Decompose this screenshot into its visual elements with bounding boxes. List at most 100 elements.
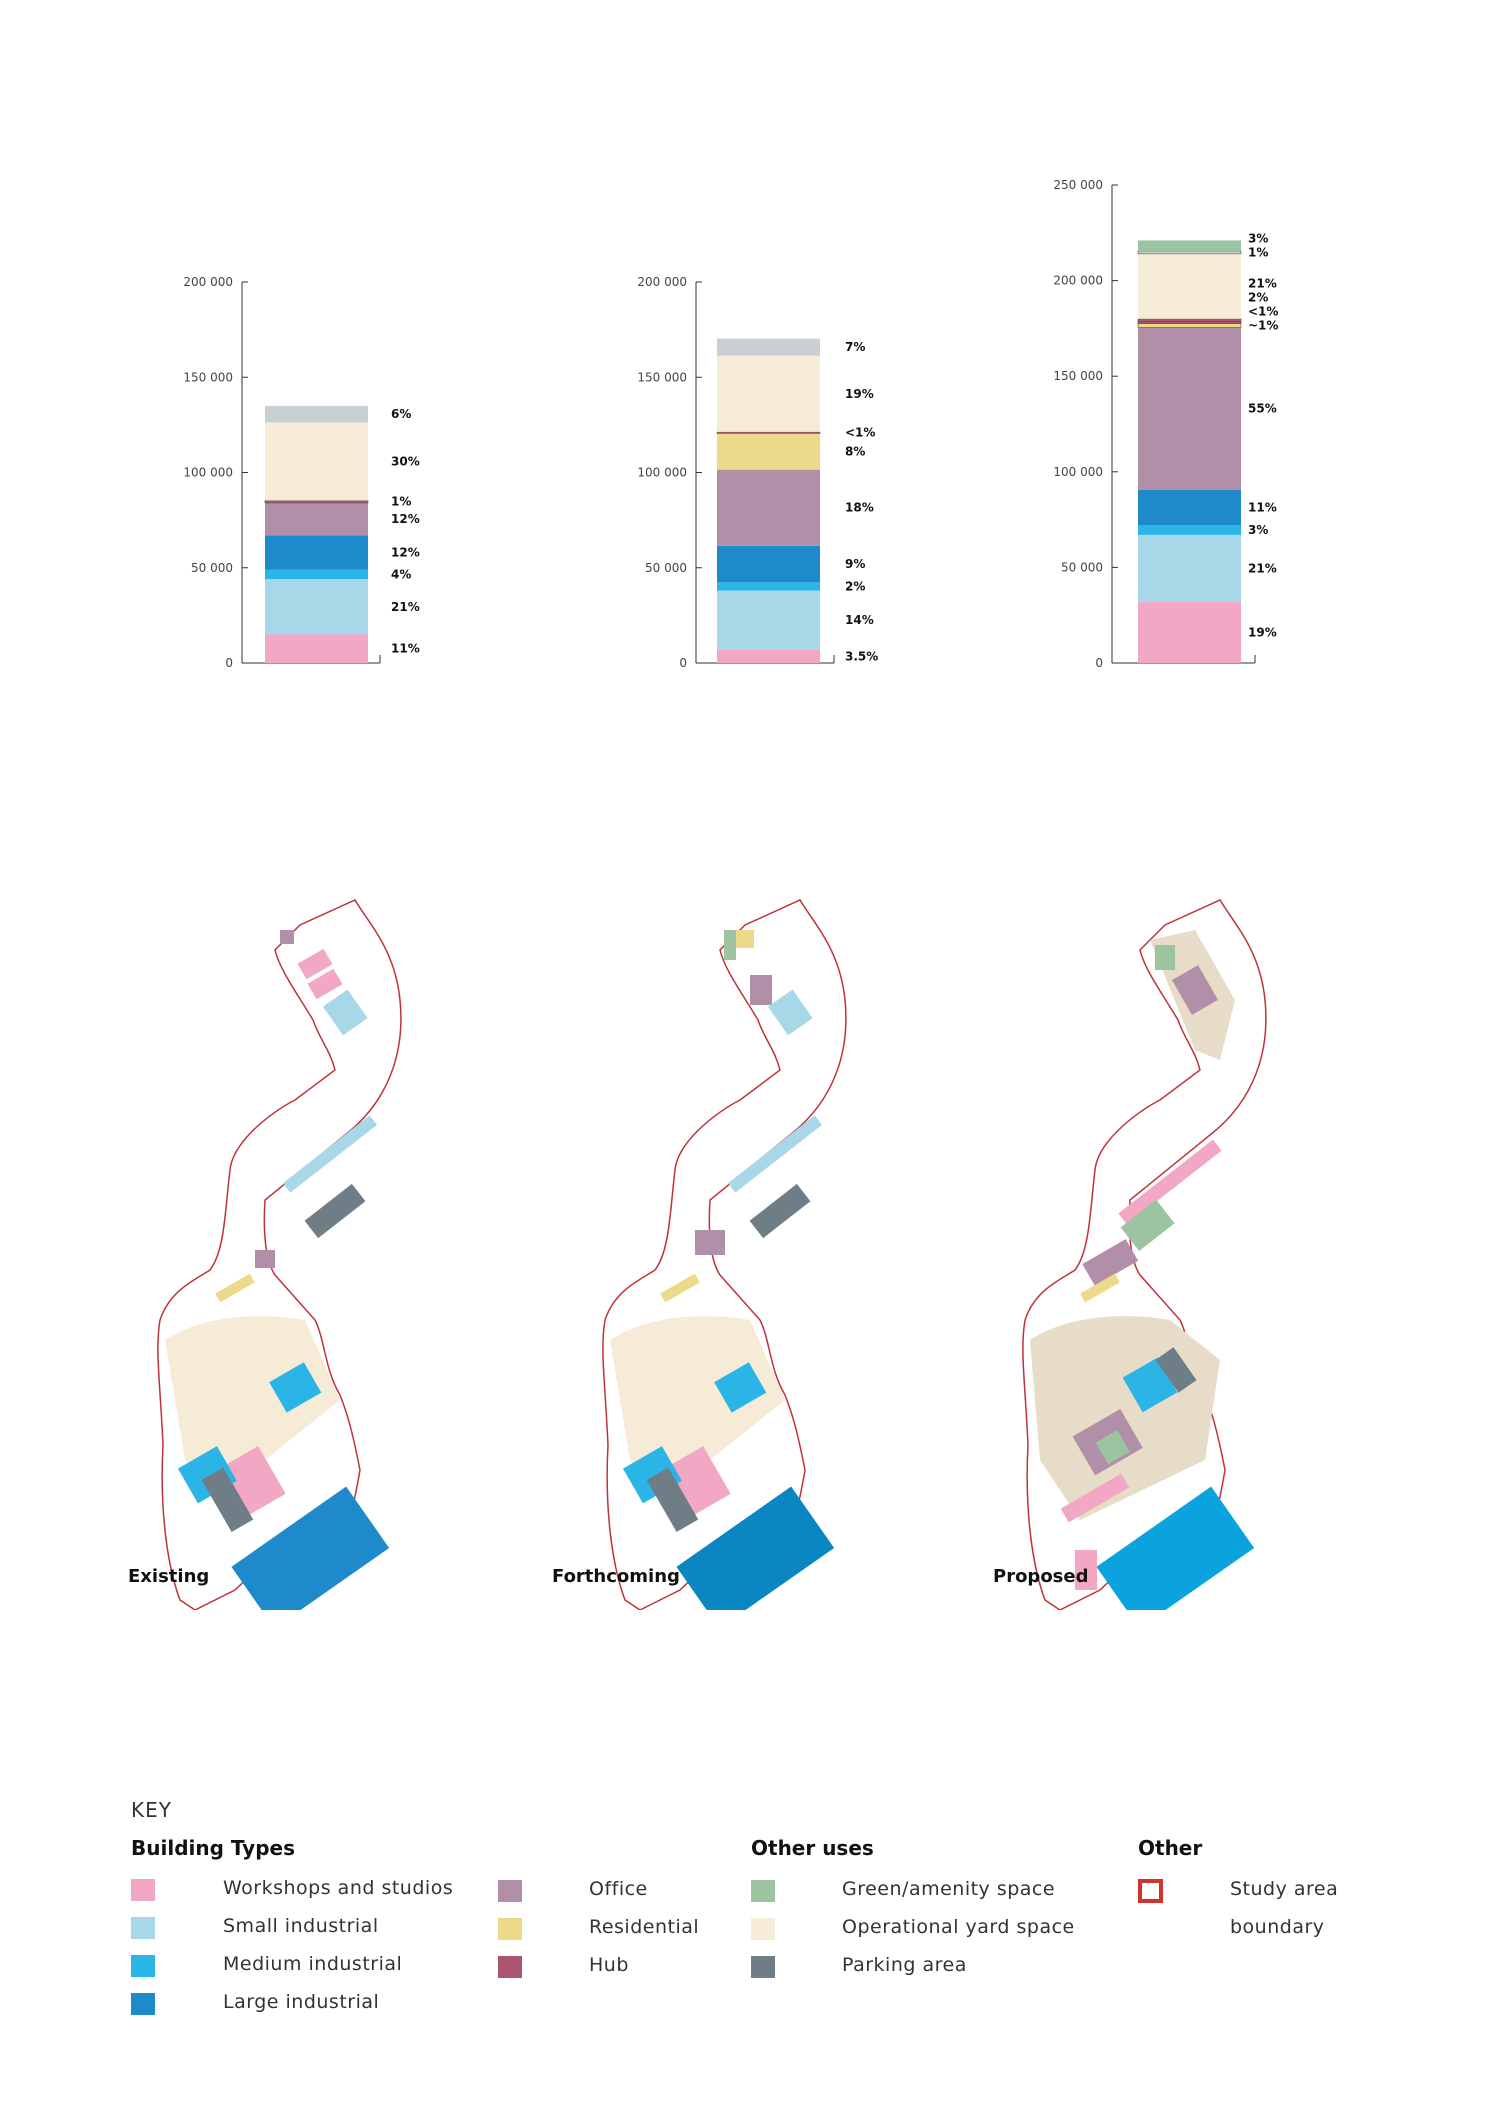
data-label: <1% [845, 426, 875, 440]
medium-industrial-block [714, 1362, 767, 1413]
large-industrial-swatch [131, 1993, 155, 2015]
bar-segment-operational-yard [717, 355, 820, 432]
green-space-swatch [751, 1880, 775, 1902]
study-area-boundary [157, 899, 402, 1610]
large-industrial-block [676, 1486, 835, 1610]
data-label: 8% [845, 445, 865, 459]
bar-segment-small-industrial [265, 579, 368, 635]
small-industrial-block [322, 989, 368, 1036]
data-label: 6% [391, 407, 411, 421]
office-block [255, 1250, 275, 1268]
y-tick-label: 0 [225, 656, 233, 670]
legend-label: Green/amenity space [842, 1878, 1056, 1900]
map-forthcoming [602, 899, 847, 1610]
residential-strip [215, 1273, 255, 1303]
bar-segment-operational-yard [265, 422, 368, 501]
bar-segment-medium-industrial [1138, 525, 1241, 535]
office-block [1082, 1239, 1139, 1286]
green-space-block [1095, 1430, 1130, 1465]
bar-segment-workshops [1138, 601, 1241, 663]
bar-segment-hub [716, 431, 821, 434]
map-existing [157, 899, 402, 1610]
legend-label: Residential [589, 1916, 700, 1938]
legend: KEY Building Types Other uses Other Work… [0, 1790, 1500, 2050]
y-tick-label: 0 [679, 656, 687, 670]
bar-segment-workshops [265, 634, 368, 663]
data-label: <1% [1248, 305, 1278, 319]
small-industrial-strip [282, 1115, 378, 1193]
data-label: 12% [391, 546, 420, 560]
data-label: 7% [845, 340, 865, 354]
data-label: 2% [845, 579, 865, 593]
data-label: 2% [1248, 291, 1268, 305]
data-label: 3% [1248, 231, 1268, 245]
large-industrial-block [231, 1486, 390, 1610]
residential-swatch [498, 1918, 522, 1940]
y-tick-label: 150 000 [637, 370, 687, 384]
data-label: 9% [845, 557, 865, 571]
legend-label: Office [589, 1878, 648, 1900]
hub-swatch [498, 1956, 522, 1978]
y-tick-label: 250 000 [1053, 178, 1103, 192]
office-block [695, 1230, 725, 1255]
bar-segment-office [1138, 327, 1241, 490]
y-tick-label: 150 000 [1053, 369, 1103, 383]
bar-segment-medium-industrial [717, 582, 820, 591]
office-block [280, 930, 294, 944]
map-label-proposed: Proposed [993, 1566, 1089, 1587]
site-maps [157, 899, 1267, 1610]
stacked-bar-charts: 0 50 000 100 000 150 000 200 000 11% 21% 4% 12% 1… [183, 178, 1278, 670]
workshop-block [1075, 1550, 1097, 1590]
parking-block [646, 1467, 699, 1532]
data-label: 1% [391, 495, 411, 509]
bar-segment-small-industrial [717, 590, 820, 650]
y-tick-label: 200 000 [1053, 274, 1103, 288]
legend-group-other: Other [1138, 1836, 1203, 1860]
bar-segment-grey-top [1137, 250, 1242, 255]
bar-segment-grey-top [717, 338, 820, 356]
data-label: 18% [845, 501, 874, 515]
data-label: 55% [1248, 402, 1277, 416]
bar-segment-office [717, 469, 820, 546]
bar-segment-large-industrial [717, 545, 820, 583]
residential-strip [1080, 1273, 1120, 1303]
green-space-block [1120, 1199, 1175, 1251]
bar-segment-medium-industrial [265, 569, 368, 580]
parking-block [1155, 1347, 1197, 1393]
bar-segment-small-industrial [1138, 534, 1241, 602]
bar-segment-hub [264, 500, 369, 504]
workshop-block [297, 948, 333, 980]
legend-label: Small industrial [223, 1915, 379, 1937]
data-label: 3.5% [845, 649, 878, 663]
legend-group-other-uses: Other uses [751, 1836, 874, 1860]
small-industrial-swatch [131, 1917, 155, 1939]
study-area-boundary-swatch [1138, 1879, 1163, 1903]
y-tick-label: 200 000 [183, 275, 233, 289]
data-label: 4% [391, 567, 411, 581]
legend-label: Operational yard space [842, 1916, 1075, 1938]
medium-industrial-block [269, 1362, 322, 1413]
parking-swatch [751, 1956, 775, 1978]
workshop-strip [1118, 1139, 1222, 1225]
y-tick-label: 150 000 [183, 370, 233, 384]
legend-title: KEY [131, 1798, 172, 1822]
legend-label: Study area [1230, 1878, 1339, 1900]
legend-group-building-types: Building Types [131, 1836, 295, 1860]
bar-segment-hub [1137, 318, 1242, 323]
parking-block [304, 1183, 366, 1239]
workshops-swatch [131, 1879, 155, 1901]
bar-segment-large-industrial [265, 535, 368, 570]
legend-label: Medium industrial [223, 1953, 403, 1975]
bar-segment-operational-yard [1138, 253, 1241, 319]
small-industrial-block [767, 989, 813, 1036]
y-tick-label: 100 000 [637, 466, 687, 480]
data-label: 3% [1248, 523, 1268, 537]
parking-block [201, 1467, 254, 1532]
y-tick-label: 200 000 [637, 275, 687, 289]
map-label-forthcoming: Forthcoming [552, 1566, 680, 1587]
bar-segment-residential [1137, 323, 1242, 328]
legend-label: Parking area [842, 1954, 967, 1976]
bar-segment-grey-top [265, 405, 368, 423]
legend-label: Hub [589, 1954, 629, 1976]
data-label: ~1% [1248, 319, 1278, 333]
